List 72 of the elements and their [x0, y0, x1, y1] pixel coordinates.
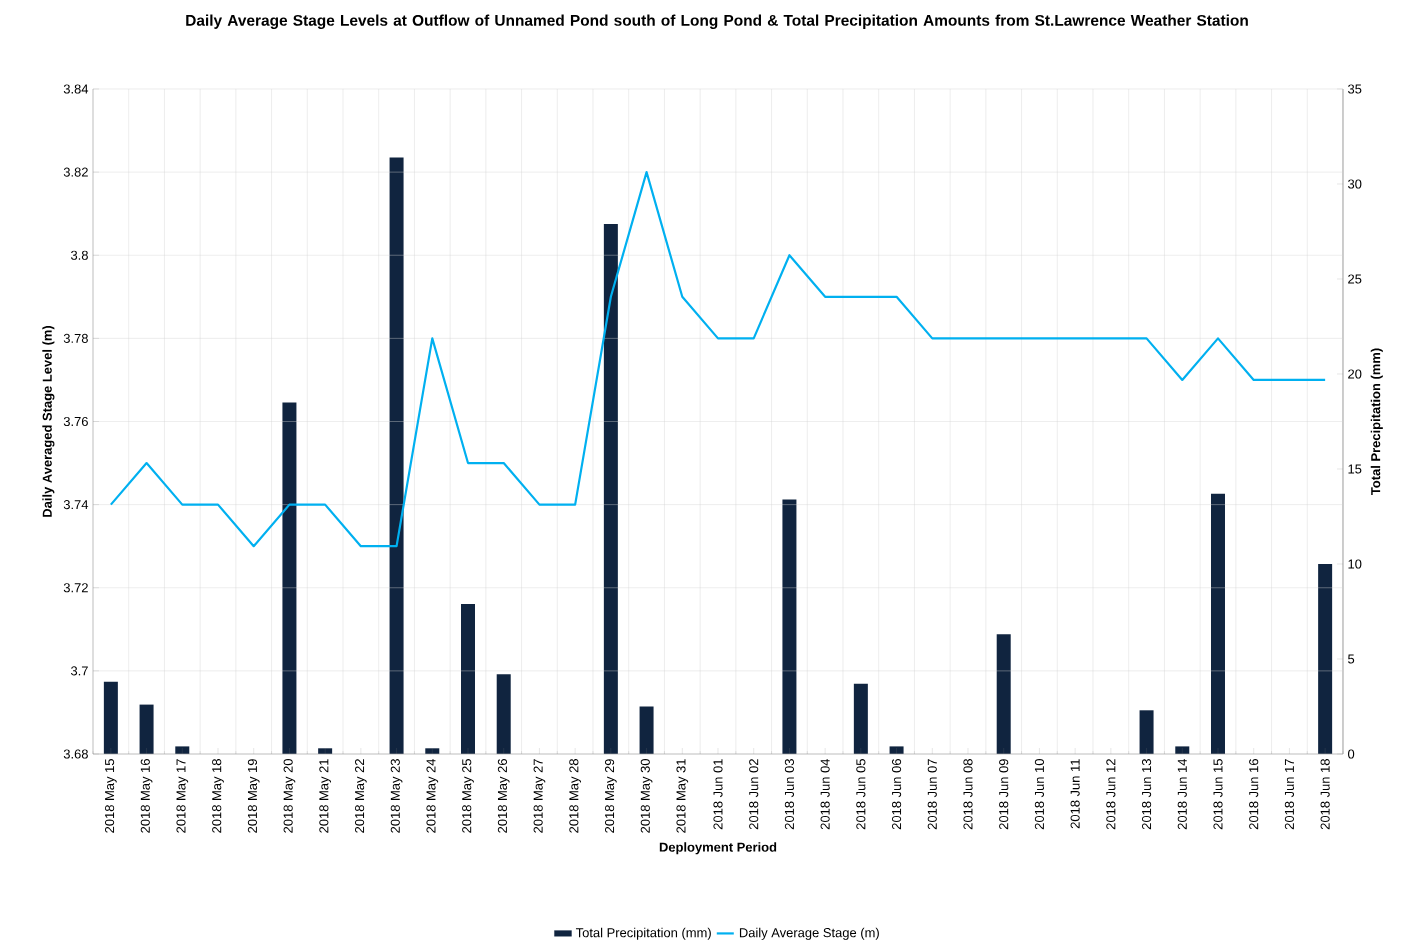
legend-label: Total Precipitation (mm) — [575, 927, 711, 940]
x-tick-label: 2018 Jun 08 — [963, 759, 973, 830]
x-tick-label: 2018 May 17 — [176, 759, 189, 833]
x-tick-label: 2018 May 20 — [283, 759, 296, 833]
x-tick-label: 2018 May 18 — [212, 759, 224, 833]
x-tick-label: 2018 Jun 16 — [1249, 759, 1259, 830]
x-tick-label: 2018 May 27 — [533, 759, 546, 833]
y2-tick-label: 35 — [1348, 84, 1362, 94]
bar — [139, 704, 154, 754]
x-tick-label: 2018 May 29 — [604, 759, 617, 833]
x-tick-label: 2018 Jun 12 — [1106, 759, 1116, 830]
x-tick-label: 2018 Jun 02 — [749, 759, 759, 830]
bar — [1139, 710, 1154, 754]
legend-label: Daily Average Stage (m) — [739, 927, 879, 940]
bar — [103, 681, 118, 754]
x-tick-label: 2018 Jun 03 — [784, 759, 795, 830]
x-tick-label: 2018 May 15 — [104, 759, 117, 833]
x-tick-label: 2018 May 16 — [140, 759, 153, 833]
y2-tick-label: 20 — [1348, 369, 1362, 379]
x-tick-label: 2018 May 23 — [390, 759, 403, 833]
y2-tick-label: 5 — [1348, 654, 1355, 664]
y-tick-label: 3.76 — [63, 416, 88, 427]
x-tick-label: 2018 Jun 10 — [1034, 759, 1045, 830]
y-tick-label: 3.84 — [63, 84, 89, 94]
y2-tick-label: 30 — [1348, 179, 1362, 189]
bar — [853, 683, 868, 754]
bar — [639, 706, 654, 754]
x-tick-label: 2018 Jun 07 — [927, 759, 937, 830]
y-tick-label: 3.8 — [70, 250, 88, 260]
x-tick-label: 2018 Jun 14 — [1177, 758, 1187, 830]
chart-title: Daily Average Stage Levels at Outflow of Unnamed Pond south of Long Pond & Total Precipitation Amounts from St.Lawrence Weather Station — [186, 14, 1248, 29]
x-tick-label: 2018 May 25 — [462, 759, 474, 833]
x-tick-label: 2018 Jun 18 — [1320, 759, 1330, 830]
bar — [1318, 564, 1333, 754]
y2-axis-title: Total Precipitation (mm) — [1370, 348, 1383, 495]
x-tick-label: 2018 May 22 — [354, 759, 367, 833]
bar — [996, 634, 1011, 754]
y-tick-label: 3.68 — [63, 749, 88, 759]
x-tick-label: 2018 May 28 — [569, 759, 581, 833]
x-tick-label: 2018 Jun 13 — [1141, 759, 1152, 830]
bar — [389, 157, 404, 754]
y-tick-label: 3.78 — [63, 333, 88, 343]
x-tick-label: 2018 May 31 — [676, 759, 689, 833]
x-tick-label: 2018 May 26 — [497, 759, 510, 833]
bar — [282, 402, 297, 754]
x-tick-label: 2018 Jun 06 — [891, 759, 902, 830]
x-tick-label: 2018 Jun 05 — [856, 759, 866, 830]
y2-tick-label: 10 — [1348, 559, 1362, 569]
y-axis-title: Daily Averaged Stage Level (m) — [42, 325, 55, 517]
x-tick-label: 2018 Jun 01 — [713, 759, 723, 830]
x-tick-label: 2018 May 19 — [247, 759, 260, 833]
bar — [496, 674, 511, 754]
bar — [603, 223, 618, 754]
bar — [461, 603, 475, 754]
x-tick-label: 2018 May 21 — [319, 759, 332, 833]
x-tick-label: 2018 May 24 — [426, 758, 439, 833]
x-tick-label: 2018 Jun 17 — [1284, 759, 1294, 830]
x-axis-title: Deployment Period — [659, 842, 777, 855]
y-tick-label: 3.74 — [63, 500, 89, 510]
y2-tick-label: 25 — [1348, 274, 1362, 284]
bar — [782, 499, 797, 754]
bar — [1210, 493, 1225, 754]
x-tick-label: 2018 Jun 11 — [1070, 759, 1080, 829]
x-tick-label: 2018 Jun 04 — [820, 758, 830, 830]
y2-tick-label: 15 — [1348, 464, 1362, 474]
y-tick-label: 3.7 — [70, 666, 88, 676]
y2-tick-label: 0 — [1348, 749, 1355, 759]
y-tick-label: 3.72 — [63, 583, 88, 593]
x-tick-label: 2018 Jun 15 — [1213, 759, 1223, 830]
x-tick-label: 2018 May 30 — [640, 759, 653, 833]
x-tick-label: 2018 Jun 09 — [999, 759, 1009, 830]
y-tick-label: 3.82 — [63, 167, 88, 177]
